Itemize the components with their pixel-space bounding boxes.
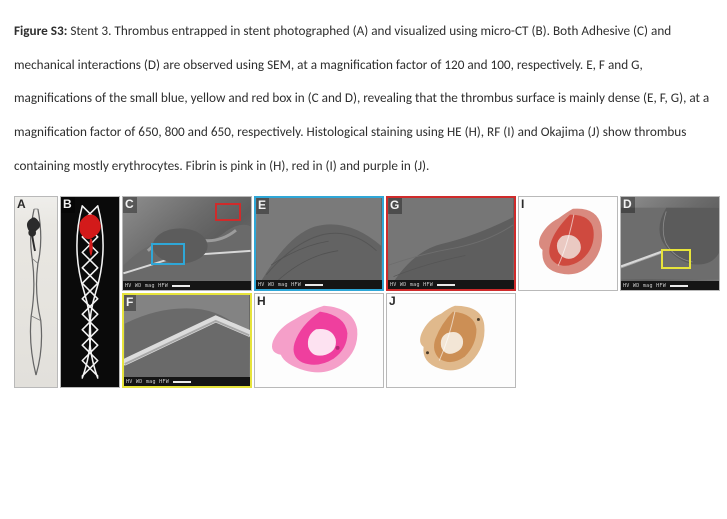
panel-E-sem-footer: HV WD mag HFW — [256, 280, 382, 289]
panel-H: H — [254, 293, 384, 388]
panel-C-label: C — [123, 197, 137, 212]
sem-footer-text: HV WD mag HFW — [390, 282, 433, 288]
panel-I-label: I — [519, 197, 527, 212]
figure-caption-body: Stent 3. Thrombus entrapped in stent pho… — [14, 22, 709, 174]
panel-G-label: G — [388, 198, 402, 213]
panel-A: A — [14, 196, 58, 388]
panel-B-label: B — [61, 197, 75, 212]
panel-E-label: E — [256, 198, 269, 213]
panel-B: B — [60, 196, 120, 388]
panel-D-highlight-yellow — [661, 249, 691, 269]
sem-footer-text: HV WD mag HFW — [125, 283, 168, 289]
panel-J-label: J — [387, 294, 399, 309]
panel-C-highlight-red — [215, 203, 241, 221]
panel-H-label: H — [255, 294, 269, 309]
panel-F-label: F — [124, 295, 136, 310]
panel-C: C HV WD mag HFW — [122, 196, 252, 291]
panel-A-label: A — [15, 197, 29, 212]
panel-I: I — [518, 196, 618, 291]
figure-caption: Figure S3: Stent 3. Thrombus entrapped i… — [14, 14, 715, 182]
panel-D: D HV WD mag HFW — [620, 196, 720, 291]
panel-I-image — [519, 197, 617, 290]
panel-J-image — [387, 294, 515, 387]
panel-E: E HV WD mag HFW — [254, 196, 384, 291]
figure-caption-title: Figure S3: — [14, 22, 67, 39]
panel-C-sem-footer: HV WD mag HFW — [123, 281, 251, 290]
panel-H-image — [255, 294, 383, 387]
panel-E-image — [256, 198, 382, 289]
panel-F-sem-footer: HV WD mag HFW — [124, 377, 250, 386]
panel-J: J — [386, 293, 516, 388]
panel-G-image — [388, 198, 514, 289]
sem-footer-text: HV WD mag HFW — [126, 379, 169, 385]
panel-G-sem-footer: HV WD mag HFW — [388, 280, 514, 289]
panel-F: F HV WD mag HFW — [122, 293, 252, 388]
figure-panel-grid: A B C — [14, 196, 715, 388]
sem-footer-text: HV WD mag HFW — [258, 282, 301, 288]
panel-B-image — [61, 197, 119, 387]
panel-D-sem-footer: HV WD mag HFW — [621, 281, 719, 290]
panel-G: G HV WD mag HFW — [386, 196, 516, 291]
panel-A-image — [15, 197, 57, 387]
panel-D-label: D — [621, 197, 635, 212]
panel-F-image — [124, 295, 250, 386]
panel-C-highlight-blue — [151, 243, 185, 265]
sem-footer-text: HV WD mag HFW — [623, 283, 666, 289]
panel-D-image — [621, 197, 719, 290]
